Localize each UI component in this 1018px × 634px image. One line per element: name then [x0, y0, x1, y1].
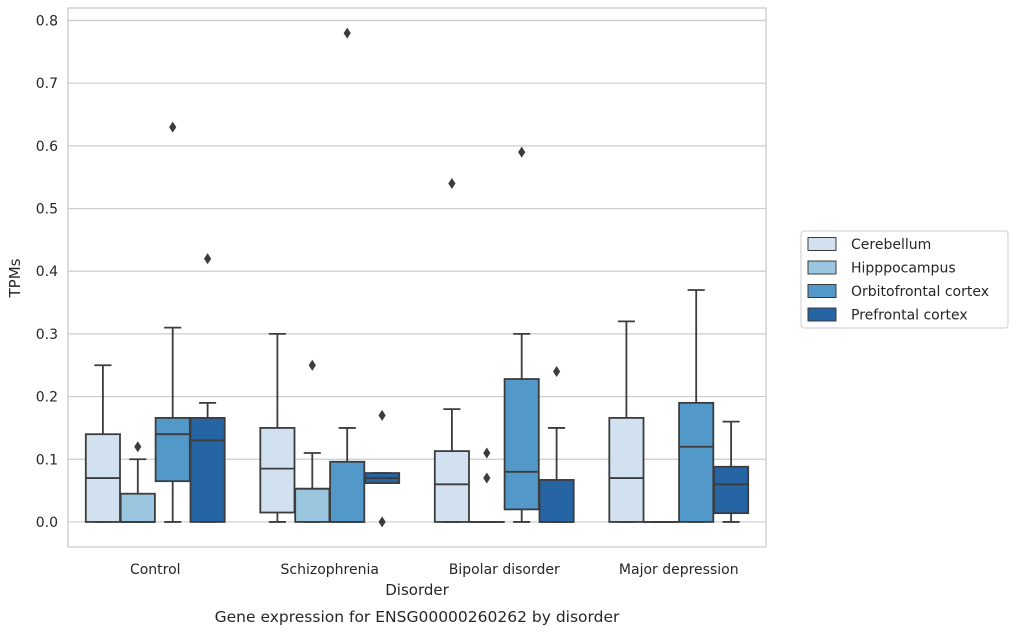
box [294, 487, 331, 523]
y-tick-label: 0.2 [36, 390, 58, 406]
chart-caption: Gene expression for ENSG00000260262 by d… [215, 608, 620, 626]
x-tick-label: Schizophrenia [281, 562, 379, 578]
legend-swatch [807, 237, 837, 251]
legend-label: Cerebellum [851, 237, 931, 253]
y-tick-label: 0.8 [36, 14, 58, 30]
box [259, 427, 296, 514]
box-groups [84, 27, 750, 528]
outlier-point [204, 253, 212, 265]
y-tick-label: 0.3 [36, 327, 58, 343]
box [154, 416, 191, 483]
y-tick-labels: 0.0 0.1 0.2 0.3 0.4 0.5 0.6 0.7 0.8 [36, 14, 58, 531]
box [503, 378, 540, 511]
outlier-point [308, 359, 316, 371]
x-axis-label: Disorder [385, 581, 449, 599]
legend-swatch [807, 307, 837, 322]
x-tick-labels: Control Schizophrenia Bipolar disorder Majo… [130, 562, 739, 578]
y-tick-label: 0.0 [36, 515, 58, 531]
legend-swatch [807, 260, 837, 275]
outlier-point [378, 409, 386, 421]
outlier-point [483, 447, 491, 459]
outlier-point [343, 27, 351, 39]
y-tick-label: 0.4 [36, 264, 58, 280]
grid [68, 19, 766, 523]
x-tick-label: Major depression [619, 562, 739, 578]
legend: Cerebellum Hipppocampus Orbitofrontal cort… [800, 230, 1009, 329]
outlier-point [483, 472, 491, 484]
box [713, 465, 750, 515]
outlier-point [134, 441, 142, 453]
x-tick-label: Control [130, 562, 181, 578]
box-group [608, 289, 750, 523]
y-tick-label: 0.7 [36, 76, 58, 92]
legend-label: Orbitofrontal cortex [851, 284, 989, 300]
box [608, 416, 645, 523]
outlier-point [448, 177, 456, 189]
box-group [433, 146, 575, 523]
outlier-point [553, 366, 561, 378]
y-tick-label: 0.1 [36, 452, 58, 468]
box-group [84, 121, 226, 523]
legend-label: Prefrontal cortex [851, 308, 968, 324]
box [119, 492, 156, 523]
outlier-point [518, 146, 526, 158]
outlier-point [378, 516, 386, 528]
box-group [259, 27, 401, 528]
y-axis-label: TPMs [6, 258, 24, 298]
y-tick-label: 0.5 [36, 202, 58, 218]
y-tick-label: 0.6 [36, 139, 58, 155]
outlier-point [169, 121, 177, 133]
box [538, 479, 575, 523]
legend-swatch [807, 284, 837, 298]
x-tick-label: Bipolar disorder [449, 562, 560, 578]
box [678, 401, 715, 523]
box [189, 416, 226, 523]
plot-frame [67, 7, 767, 548]
box [433, 450, 470, 523]
box [329, 460, 366, 523]
legend-frame [800, 230, 1009, 329]
legend-label: Hipppocampus [851, 261, 956, 277]
